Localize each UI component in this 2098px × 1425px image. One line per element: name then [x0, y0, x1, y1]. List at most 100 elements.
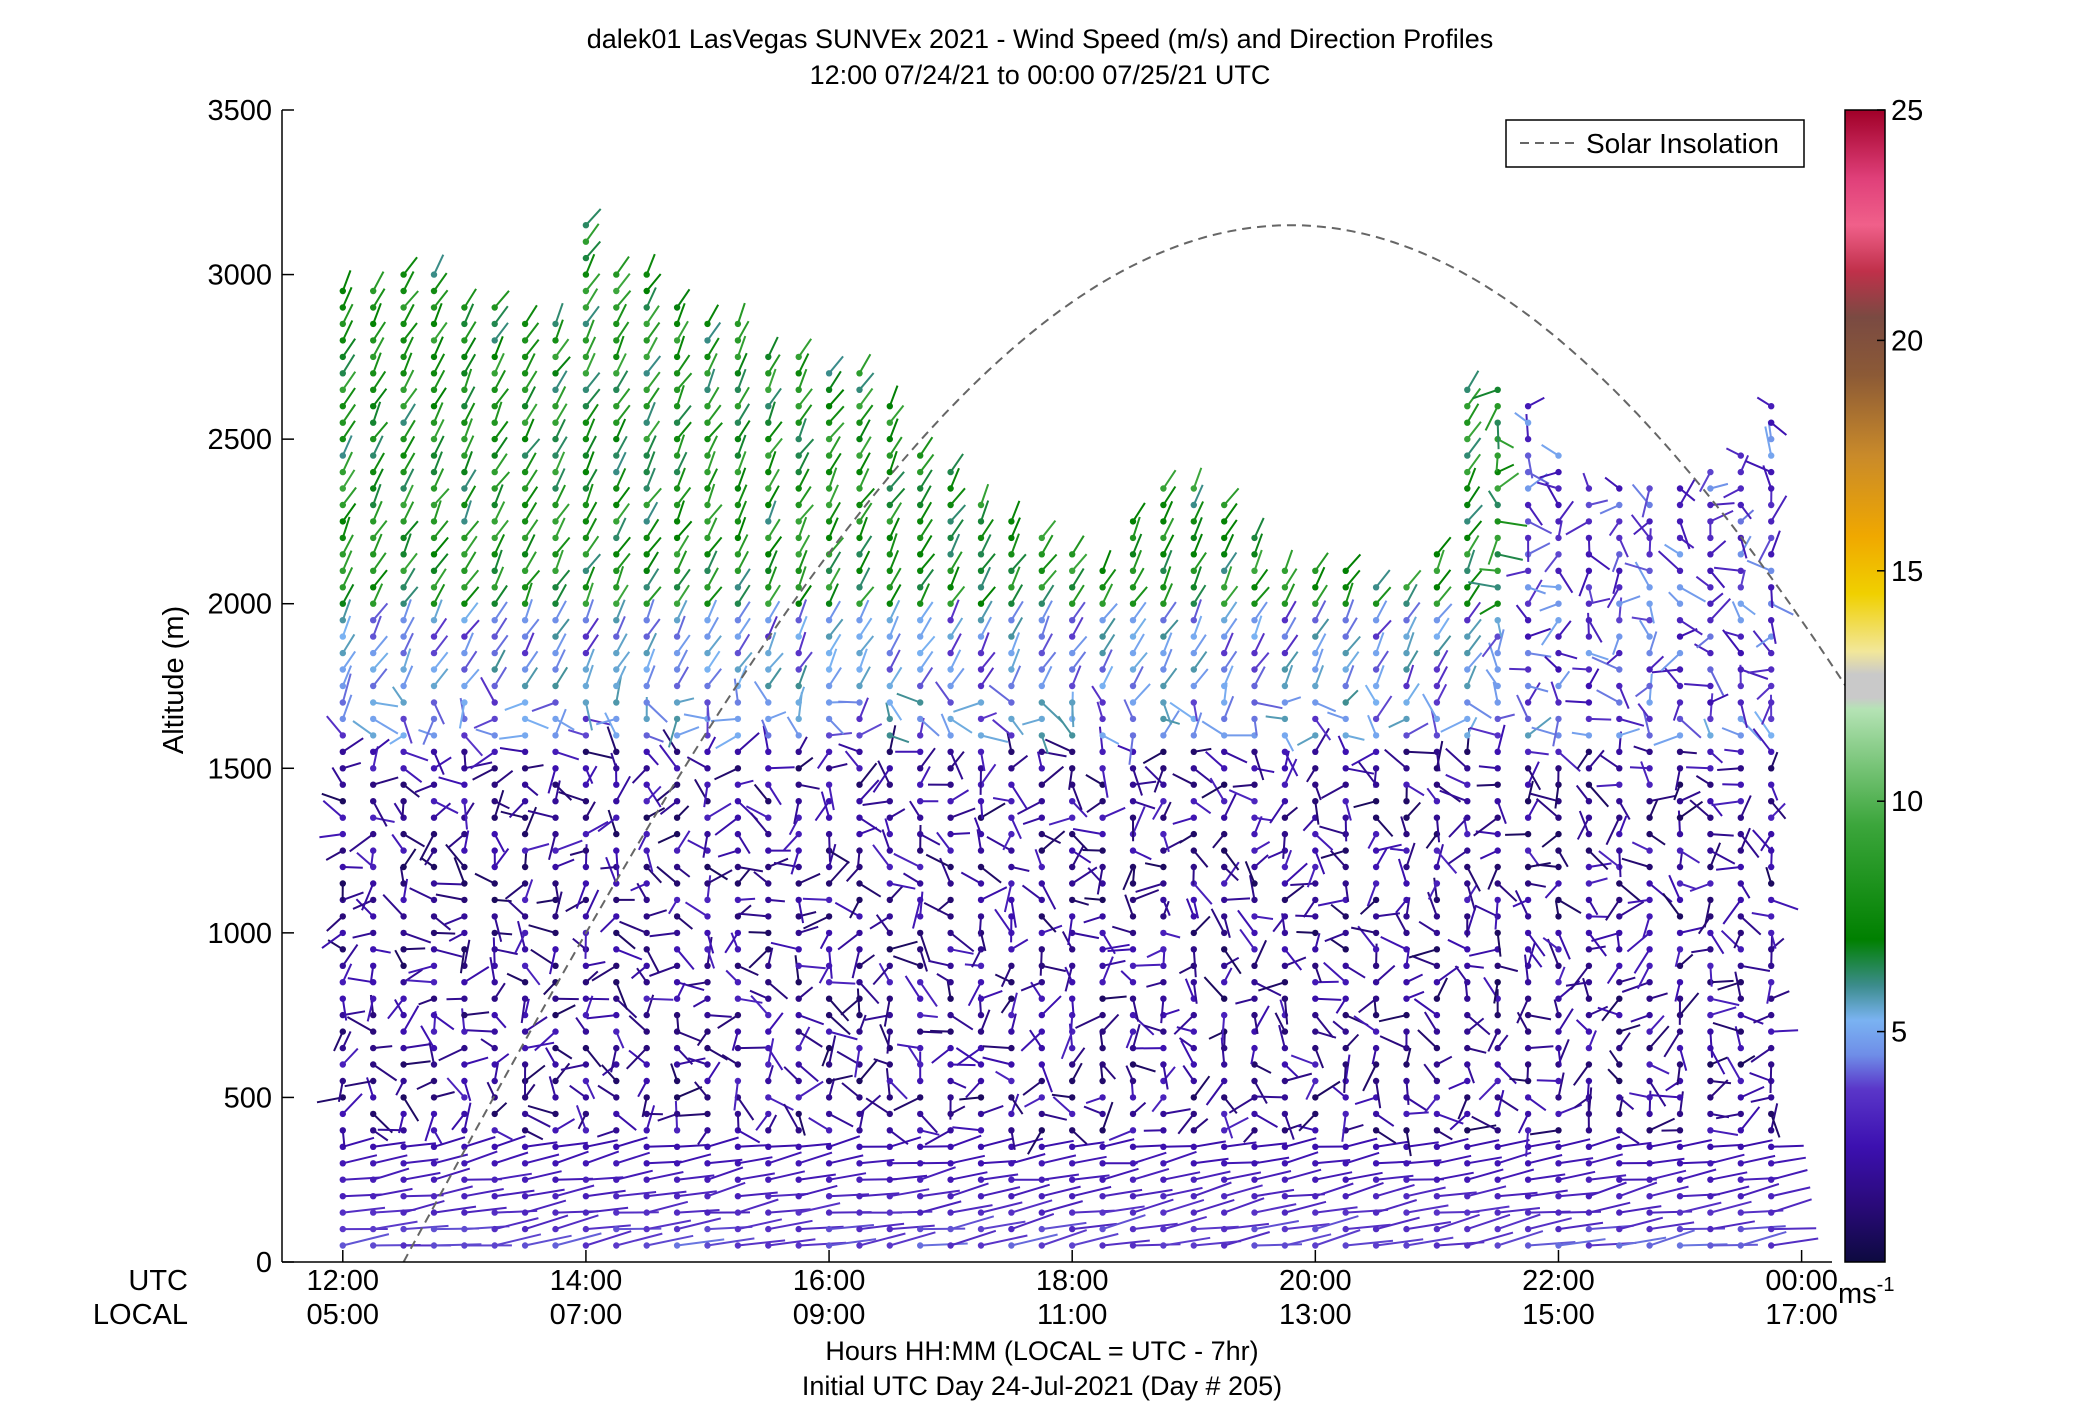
- wind-barb-dot: [1737, 732, 1745, 739]
- wind-barb-dot: [673, 830, 681, 838]
- wind-barb-dot: [1129, 765, 1137, 772]
- wind-barb: [524, 618, 540, 638]
- wind-barb-dot: [1221, 814, 1228, 821]
- wind-barb-dot: [1281, 649, 1289, 657]
- local-row-label: LOCAL: [93, 1299, 188, 1331]
- wind-barb-dot: [1555, 600, 1562, 607]
- wind-barb: [1254, 1095, 1285, 1099]
- wind-barb-dot: [370, 1225, 377, 1233]
- wind-barb-dot: [339, 1160, 346, 1167]
- wind-barb-dot: [1099, 567, 1106, 574]
- wind-barb-dot: [1494, 452, 1501, 459]
- wind-barb-dot: [1038, 1209, 1046, 1216]
- wind-barb: [858, 404, 874, 424]
- wind-barb: [645, 387, 660, 407]
- wind-barb-dot: [977, 649, 985, 657]
- wind-barb-dot: [1464, 830, 1471, 838]
- wind-barb: [645, 632, 658, 654]
- wind-barb-dot: [1281, 600, 1289, 607]
- wind-barb-dot: [1768, 995, 1775, 1002]
- wind-barb: [1163, 1186, 1203, 1198]
- wind-barb: [886, 1031, 891, 1054]
- wind-barb: [1715, 866, 1741, 871]
- x-tick-label-utc: 20:00: [1279, 1265, 1352, 1297]
- wind-barb-dot: [1464, 633, 1471, 640]
- wind-barb-dot: [917, 1110, 924, 1118]
- wind-barb: [1192, 552, 1207, 572]
- wind-barb: [1083, 915, 1103, 924]
- wind-barb-dot: [1281, 781, 1289, 788]
- wind-barb: [645, 648, 656, 670]
- wind-barb: [859, 723, 883, 737]
- wind-barb: [786, 716, 800, 736]
- wind-barb: [1314, 584, 1328, 605]
- x-tick-label-utc: 22:00: [1522, 1265, 1595, 1297]
- wind-barb: [1224, 1141, 1257, 1148]
- wind-barb-dot: [1768, 1011, 1775, 1019]
- legend: Solar Insolation: [1505, 119, 1805, 168]
- wind-barb-dot: [1707, 1028, 1714, 1035]
- wind-barb: [493, 453, 508, 473]
- wind-barb-dot: [856, 666, 863, 673]
- wind-barb: [828, 389, 845, 407]
- wind-barb-dot: [795, 551, 802, 558]
- wind-barb: [949, 667, 965, 687]
- wind-barb: [1679, 1201, 1722, 1214]
- wind-barb: [1193, 800, 1212, 815]
- wind-profile-column: [1505, 396, 1576, 1249]
- wind-barb-dot: [1342, 633, 1349, 640]
- wind-barb: [768, 1192, 809, 1198]
- wind-barb: [797, 599, 808, 621]
- wind-barb-dot: [1129, 666, 1137, 673]
- wind-barb-dot: [1160, 1127, 1167, 1134]
- wind-barb-dot: [1281, 617, 1289, 624]
- wind-barb-dot: [1737, 1028, 1745, 1035]
- wind-barb-dot: [734, 1160, 742, 1167]
- wind-barb: [676, 584, 690, 605]
- wind-barb: [706, 321, 722, 341]
- wind-barb-dot: [917, 699, 924, 706]
- wind-barb-dot: [1768, 732, 1775, 739]
- wind-barb-dot: [430, 468, 438, 476]
- wind-barb-dot: [765, 995, 772, 1002]
- wind-barb-dot: [582, 222, 590, 229]
- wind-barb-dot: [643, 1143, 650, 1151]
- wind-barb-dot: [1312, 748, 1319, 755]
- wind-barb-dot: [734, 1077, 742, 1085]
- wind-barb-dot: [1737, 1176, 1745, 1183]
- wind-barb-dot: [1676, 1143, 1684, 1151]
- wind-barb: [645, 586, 662, 605]
- wind-barb-dot: [1038, 534, 1046, 542]
- wind-barb-dot: [825, 699, 833, 706]
- wind-barb-dot: [825, 649, 833, 657]
- wind-barb-dot: [1555, 617, 1562, 624]
- wind-barb-dot: [1312, 863, 1319, 871]
- wind-barb-dot: [1676, 1061, 1684, 1068]
- wind-barb-dot: [1524, 567, 1532, 574]
- wind-barb-dot: [613, 1094, 620, 1101]
- wind-barb-dot: [1251, 830, 1258, 838]
- wind-barb-dot: [765, 1011, 772, 1019]
- wind-barb: [1052, 1096, 1073, 1115]
- wind-barb: [1717, 767, 1741, 771]
- wind-barb-dot: [1160, 962, 1167, 969]
- wind-barb-dot: [825, 946, 833, 953]
- wind-barb-dot: [582, 271, 590, 278]
- wind-barb-dot: [1646, 929, 1653, 937]
- wind-barb-dot: [461, 748, 468, 755]
- wind-barb: [1487, 1031, 1499, 1052]
- wind-barb: [858, 436, 872, 457]
- wind-barb-dot: [856, 551, 863, 558]
- wind-barb: [554, 451, 566, 473]
- wind-barb-dot: [1221, 1044, 1228, 1052]
- wind-barb-dot: [795, 765, 802, 772]
- wind-barb: [919, 601, 934, 621]
- wind-barb-dot: [1768, 715, 1775, 723]
- wind-barb-dot: [552, 567, 559, 574]
- wind-barb: [1223, 487, 1240, 506]
- wind-barb: [382, 894, 405, 918]
- wind-barb: [1102, 1188, 1143, 1198]
- wind-barb: [1527, 579, 1543, 605]
- wind-barb: [1770, 620, 1777, 644]
